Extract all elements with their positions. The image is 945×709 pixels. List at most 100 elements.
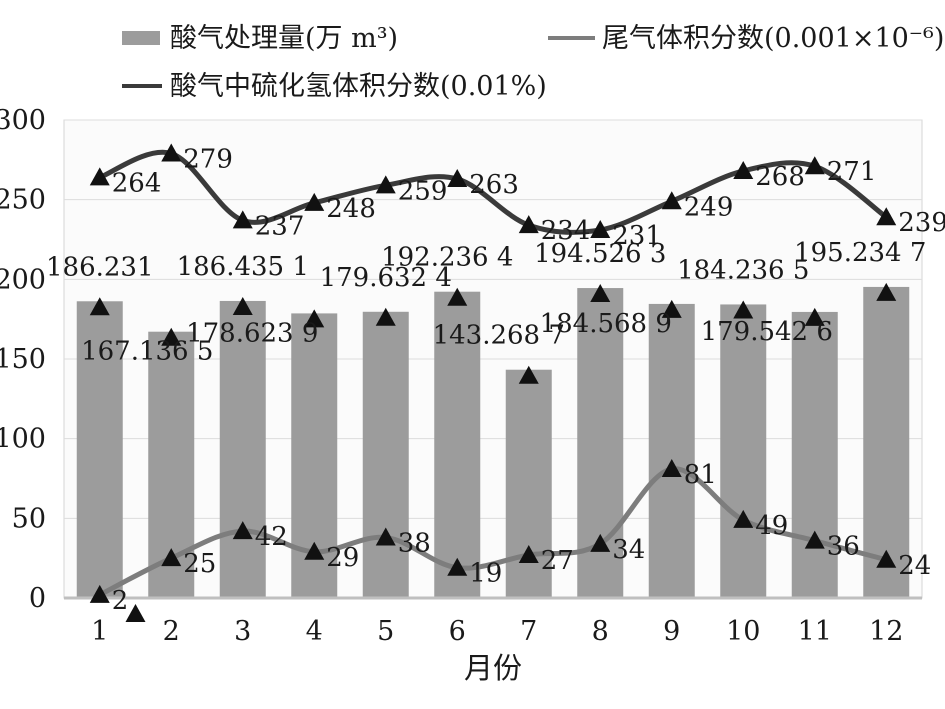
points <box>89 143 897 622</box>
y-tick-label: 50 <box>12 503 46 534</box>
bar-data-label: 179.632 4 <box>320 263 452 293</box>
point-tail-gas <box>375 527 396 546</box>
y-tick-label: 300 <box>0 105 46 136</box>
bar-data-label: 184.568 9 <box>540 309 672 339</box>
point-bar <box>590 284 611 303</box>
x-tick-label: 10 <box>726 616 760 647</box>
point-bar <box>161 327 182 346</box>
point-bar <box>232 296 253 315</box>
point-h2s <box>876 207 897 226</box>
data-label: 38 <box>398 528 431 558</box>
data-label: 25 <box>183 549 216 579</box>
data-label: 36 <box>827 532 860 562</box>
point-bar <box>804 307 825 326</box>
data-label: 248 <box>326 194 376 224</box>
point-h2s <box>89 167 110 186</box>
bar-data-label: 178.623 9 <box>186 318 318 348</box>
legend-label-tail-gas: 尾气体积分数(0.001×10⁻⁶) <box>602 23 944 54</box>
point-bar <box>89 297 110 316</box>
data-label: 239 <box>898 208 945 238</box>
bar-data-label: 186.435 1 <box>177 252 309 282</box>
point-h2s <box>375 175 396 194</box>
x-tick-label: 3 <box>234 616 251 647</box>
legend-label-bars: 酸气处理量(万 m³) <box>170 23 398 54</box>
data-label: 268 <box>755 162 805 192</box>
x-tick-label: 7 <box>520 616 537 647</box>
legend-swatch-bars <box>122 31 160 45</box>
x-axis-title: 月份 <box>464 651 522 685</box>
x-tick-label: 4 <box>306 616 323 647</box>
point-h2s <box>304 192 325 211</box>
x-tick-label: 1 <box>91 616 108 647</box>
x-tick-label: 8 <box>592 616 609 647</box>
data-label: 24 <box>898 551 931 581</box>
bar <box>791 311 838 598</box>
data-label: 27 <box>541 546 574 576</box>
legend-label-h2s: 酸气中硫化氢体积分数(0.01%) <box>170 71 547 102</box>
bars <box>64 286 922 600</box>
bar <box>434 291 481 598</box>
data-label: 279 <box>183 144 233 174</box>
y-tick-label: 250 <box>0 185 46 216</box>
data-label: 42 <box>255 522 288 552</box>
data-label: 49 <box>755 511 788 541</box>
y-tick-label: 0 <box>29 583 46 614</box>
point-tail-gas <box>518 544 539 563</box>
data-label: 249 <box>684 192 734 222</box>
x-tick-label: 6 <box>449 616 466 647</box>
y-tick-label: 200 <box>0 264 46 295</box>
line-h2s <box>98 149 888 235</box>
y-tick-label: 150 <box>0 344 46 375</box>
point-tail-gas <box>304 541 325 560</box>
point-tail-gas <box>447 557 468 576</box>
bar <box>863 286 910 598</box>
data-label: 29 <box>326 543 359 573</box>
point-tail-gas <box>804 530 825 549</box>
point-h2s <box>161 143 182 162</box>
bar-data-label: 184.236 5 <box>677 255 809 285</box>
data-label: 263 <box>469 170 519 200</box>
data-label: 2 <box>112 586 129 616</box>
x-tick-label: 9 <box>663 616 680 647</box>
data-label: 234 <box>541 216 591 246</box>
bar-data-label: 186.231 <box>46 252 154 282</box>
bar-data-label: 167.136 5 <box>81 337 213 367</box>
x-tick-label: 12 <box>869 616 903 647</box>
point-bar <box>375 307 396 326</box>
point-tail-gas <box>161 548 182 567</box>
legend: 酸气处理量(万 m³) 尾气体积分数(0.001×10⁻⁶) 酸气中硫化氢体积分… <box>122 23 944 102</box>
y-tick-label: 100 <box>0 424 46 455</box>
data-label: 271 <box>827 157 877 187</box>
point-tail-gas <box>590 533 611 552</box>
data-label: 19 <box>469 559 502 589</box>
bar <box>219 300 266 598</box>
point-tail-gas <box>733 509 754 528</box>
data-label: 237 <box>255 211 305 241</box>
data-label: 34 <box>612 535 645 565</box>
data-label: 231 <box>612 221 662 251</box>
point-bar <box>661 299 682 318</box>
bar-data-label: 192.236 4 <box>381 243 513 273</box>
point-bar <box>447 287 468 306</box>
point-bar <box>518 365 539 384</box>
y-axis: 0 50 100 150 200 250 300 <box>0 105 46 614</box>
bar-data-label: 143.268 7 <box>433 321 565 351</box>
point-tail-gas <box>661 458 682 477</box>
point-tail-gas <box>876 549 897 568</box>
point-tail-gas <box>89 584 110 603</box>
point-bar <box>304 309 325 328</box>
point-tail-gas <box>232 521 253 540</box>
point-h2s <box>232 210 253 229</box>
bar <box>362 311 409 598</box>
point-h2s <box>518 215 539 234</box>
data-label: 264 <box>112 168 162 198</box>
bar-data-label: 194.526 3 <box>534 239 666 269</box>
data-labels: 2 25 42 29 38 19 27 34 81 49 36 24 264 279 237 248 259 26… <box>46 144 945 615</box>
bar <box>76 301 123 598</box>
point-h2s <box>590 219 611 238</box>
bar-data-label: 195.234 7 <box>794 238 926 268</box>
bar <box>720 304 767 598</box>
x-tick-label: 2 <box>163 616 180 647</box>
bar <box>648 303 695 598</box>
